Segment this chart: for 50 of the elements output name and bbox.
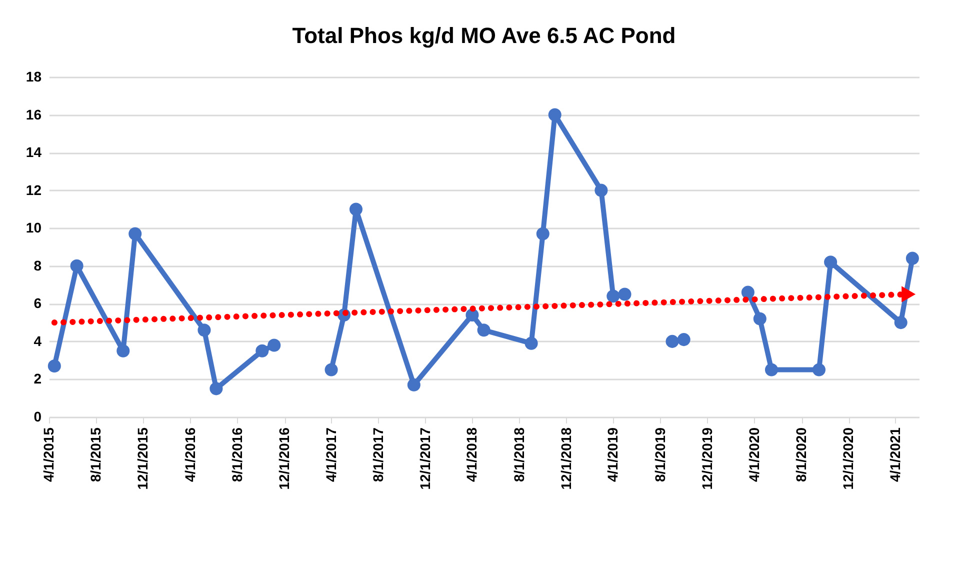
x-tick-label: 4/1/2018 <box>464 427 480 482</box>
point <box>536 227 550 240</box>
y-tick-label: 16 <box>26 106 42 122</box>
y-tick-label: 4 <box>34 332 42 349</box>
point <box>349 202 363 216</box>
x-tick-label: 12/1/2018 <box>558 427 574 490</box>
point <box>210 382 223 396</box>
y-tick-label: 8 <box>34 257 42 274</box>
y-tick-label: 0 <box>34 408 42 424</box>
x-tick-label: 8/1/2020 <box>793 427 810 482</box>
y-tick-label: 6 <box>34 295 42 312</box>
point <box>594 184 608 197</box>
x-tick-label: 4/1/2016 <box>182 427 198 482</box>
x-tick-label: 12/1/2020 <box>840 427 856 490</box>
point <box>606 290 620 303</box>
x-tick-label: 4/1/2019 <box>604 427 621 482</box>
point <box>524 336 538 350</box>
point <box>70 259 84 272</box>
point <box>268 338 281 352</box>
x-tick-label: 8/1/2019 <box>652 427 668 482</box>
x-tick-label: 4/1/2015 <box>40 427 56 482</box>
x-tick-label: 8/1/2015 <box>88 427 104 482</box>
point <box>407 378 420 392</box>
point <box>198 324 211 337</box>
y-tick-label: 14 <box>26 144 42 160</box>
x-tick-label: 12/1/2016 <box>276 427 292 490</box>
point <box>256 344 269 358</box>
x-tick-label: 8/1/2016 <box>228 427 245 482</box>
x-tick-label: 4/1/2017 <box>322 427 339 482</box>
x-tick-label: 8/1/2017 <box>370 427 386 482</box>
point <box>666 334 679 348</box>
y-tick-label: 18 <box>26 68 42 84</box>
y-tick-label: 12 <box>26 182 42 198</box>
y-tick-label: 10 <box>26 220 42 236</box>
point <box>128 227 142 240</box>
point <box>677 333 690 346</box>
point <box>477 324 490 337</box>
x-tick-label: 4/1/2021 <box>886 427 903 482</box>
point <box>548 108 562 122</box>
x-tick-label: 12/1/2015 <box>134 427 151 490</box>
x-tick-label: 8/1/2018 <box>510 427 527 482</box>
point <box>116 344 130 358</box>
point <box>324 363 338 376</box>
x-tick-label: 4/1/2020 <box>746 427 762 482</box>
x-tick-label: 12/1/2017 <box>417 427 433 490</box>
chart-title: Total Phos kg/d MO Ave 6.5 AC Pond <box>292 23 676 48</box>
point <box>48 359 61 373</box>
point <box>618 288 632 301</box>
y-tick-label: 2 <box>34 370 42 387</box>
x-tick-label: 12/1/2019 <box>698 427 715 490</box>
